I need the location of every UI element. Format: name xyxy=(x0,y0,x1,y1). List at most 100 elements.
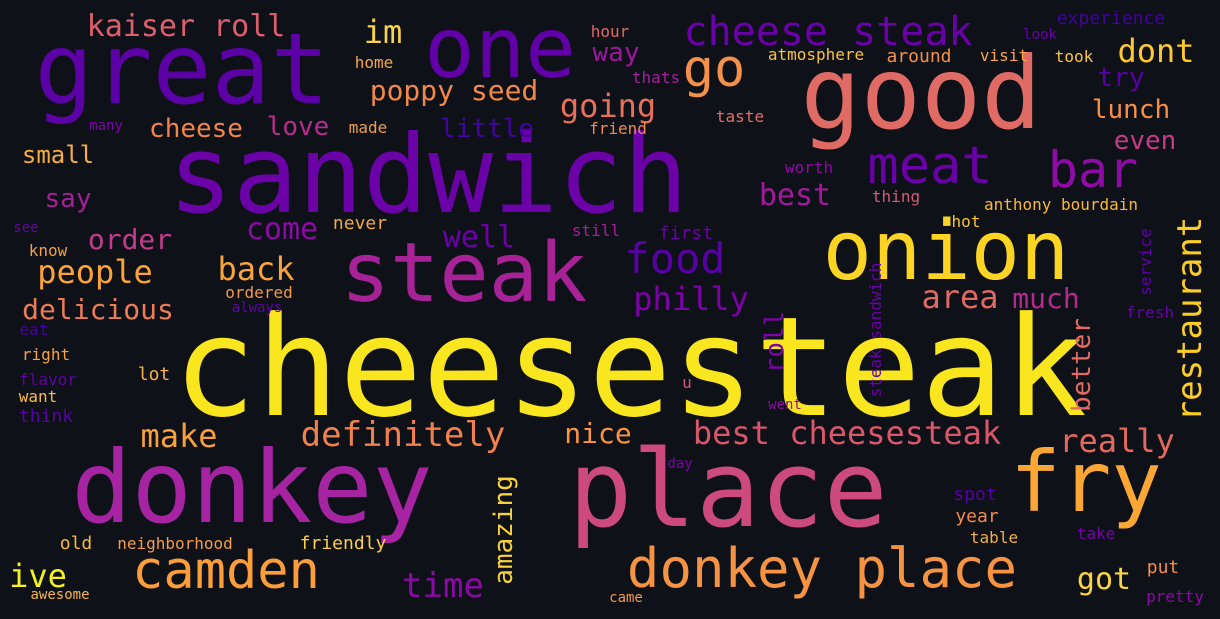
word-home: home xyxy=(354,53,394,72)
word-donkey-place: donkey place xyxy=(626,537,1018,600)
word-fresh: fresh xyxy=(1125,303,1175,322)
word-ordered: ordered xyxy=(225,283,293,302)
word-made: made xyxy=(348,118,388,137)
word-friend: friend xyxy=(589,119,647,138)
word-best-cheesesteak: best cheesesteak xyxy=(692,414,1002,452)
word-better: better xyxy=(1067,318,1097,412)
word-flavor: flavor xyxy=(19,370,77,389)
word-day: day xyxy=(667,456,693,472)
word-much: much xyxy=(1012,282,1080,315)
word-even: even xyxy=(1113,126,1177,156)
word-anthony-bourdain: anthony bourdain xyxy=(983,195,1139,214)
word-right: right xyxy=(21,345,71,364)
word-philly: philly xyxy=(633,280,749,318)
word-fry: fry xyxy=(1010,433,1162,531)
word-want: want xyxy=(18,387,58,406)
word-still: still xyxy=(571,221,621,240)
word-steak: steak xyxy=(340,226,588,321)
word-well: well xyxy=(442,220,516,255)
word-one: one xyxy=(424,0,576,97)
word-ive: ive xyxy=(9,557,67,595)
word-way: way xyxy=(592,38,640,68)
word-know: know xyxy=(28,241,68,260)
word-order: order xyxy=(87,223,173,256)
word-sandwich: sandwich xyxy=(167,113,689,238)
word-steak-sandwich: steak sandwich xyxy=(866,262,885,398)
word-u: u xyxy=(682,373,692,392)
word-awesome: awesome xyxy=(30,587,90,603)
word-look: look xyxy=(1023,27,1057,43)
word-amazing: amazing xyxy=(489,475,519,585)
word-spot: spot xyxy=(953,484,997,505)
word-restaurant: restaurant xyxy=(1170,216,1210,422)
word-people: people xyxy=(37,253,153,291)
word-say: say xyxy=(44,184,92,214)
word-food: food xyxy=(624,234,726,283)
word-took: took xyxy=(1054,47,1094,66)
word-lunch: lunch xyxy=(1091,95,1171,125)
word-donkey: donkey xyxy=(71,429,433,546)
word-really: really xyxy=(1059,422,1175,460)
word-great: great xyxy=(34,13,330,127)
word-experience: experience xyxy=(1056,8,1166,29)
word-camden: camden xyxy=(132,541,320,601)
word-back: back xyxy=(217,250,295,288)
word-dont: dont xyxy=(1117,32,1195,70)
word-good: good xyxy=(800,35,1042,152)
word-nice: nice xyxy=(564,417,632,450)
word-try: try xyxy=(1097,63,1145,93)
word-table: table xyxy=(969,528,1019,547)
word-best: best xyxy=(758,178,832,213)
word-around: around xyxy=(886,46,952,67)
word-take: take xyxy=(1076,524,1116,543)
word-friendly: friendly xyxy=(299,533,387,554)
word-definitely: definitely xyxy=(300,415,506,455)
word-old: old xyxy=(59,533,93,554)
word-see: see xyxy=(13,220,39,236)
word-visit: visit xyxy=(979,46,1029,65)
word-going: going xyxy=(559,87,657,125)
word-roll: roll xyxy=(760,310,790,374)
word-im: im xyxy=(363,13,403,51)
word-put: put xyxy=(1146,557,1180,578)
word-time: time xyxy=(402,566,484,606)
word-first: first xyxy=(658,223,714,244)
word-eat: eat xyxy=(19,320,49,339)
word-always: always xyxy=(231,300,283,316)
word-atmosphere: atmosphere xyxy=(767,45,865,64)
word-think: think xyxy=(18,406,74,427)
word-thing: thing xyxy=(871,187,921,206)
word-pretty: pretty xyxy=(1146,587,1204,606)
word-service: service xyxy=(1136,228,1155,296)
word-neighborhood: neighborhood xyxy=(117,534,233,553)
word-kaiser-roll: kaiser roll xyxy=(86,9,286,44)
word-went: went xyxy=(768,397,802,413)
word-taste: taste xyxy=(715,107,765,126)
word-got: got xyxy=(1076,562,1132,597)
word-thats: thats xyxy=(631,68,681,87)
word-bar: bar xyxy=(1047,141,1139,199)
word-love: love xyxy=(266,112,330,142)
word-onion: onion xyxy=(822,204,1070,299)
word-place: place xyxy=(568,428,888,551)
word-hour: hour xyxy=(590,22,630,41)
word-little: little xyxy=(440,114,534,144)
word-make: make xyxy=(140,417,218,455)
word-cheese: cheese xyxy=(149,114,243,144)
word-never: never xyxy=(332,213,388,234)
word-cheese-steak: cheese steak xyxy=(683,9,973,55)
word-go: go xyxy=(682,39,746,99)
word-come: come xyxy=(245,212,319,247)
word-lot: lot xyxy=(137,364,171,385)
word-came: came xyxy=(609,590,643,606)
word-worth: worth xyxy=(784,158,834,177)
word-area: area xyxy=(921,278,999,316)
word-meat: meat xyxy=(867,136,993,196)
word-year: year xyxy=(955,506,999,527)
word-hot: hot xyxy=(951,212,981,231)
word-delicious: delicious xyxy=(22,293,174,326)
word-small: small xyxy=(21,141,95,169)
word-poppy-seed: poppy seed xyxy=(369,74,539,107)
word-many: many xyxy=(89,118,123,134)
